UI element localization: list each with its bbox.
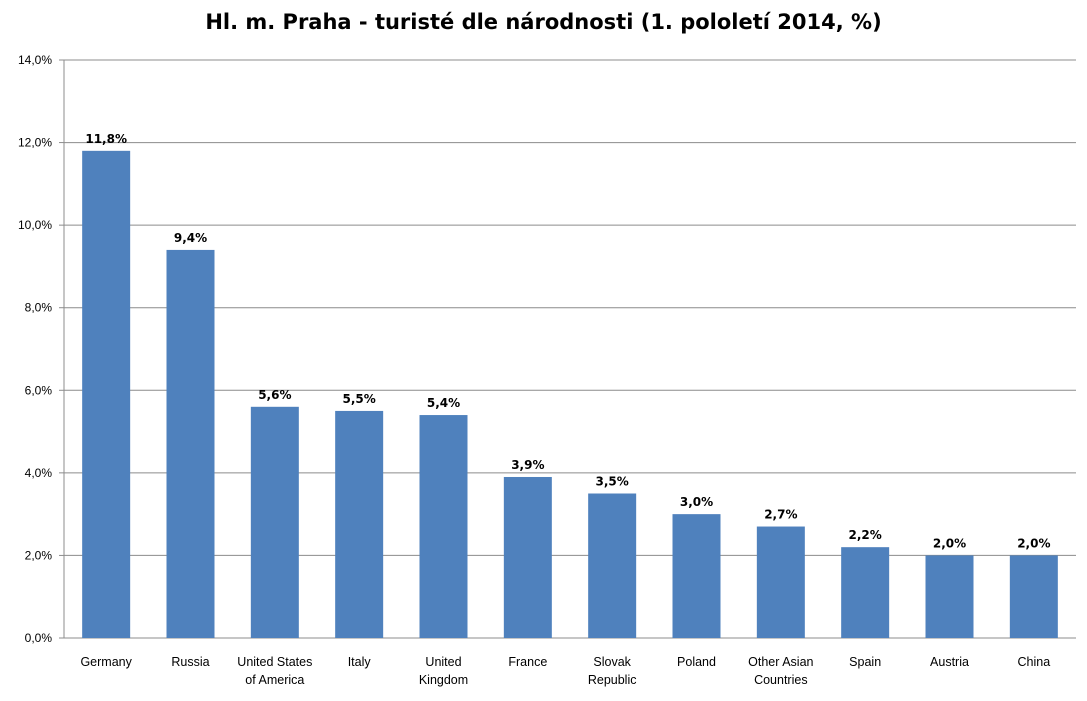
data-label: 3,0%: [680, 495, 713, 509]
chart-title: Hl. m. Praha - turisté dle národnosti (1…: [205, 10, 882, 34]
bar: [588, 493, 637, 638]
data-label: 3,9%: [511, 458, 544, 472]
bar: [419, 415, 468, 638]
x-category-label: Countries: [754, 673, 808, 687]
bars: [82, 150, 1058, 639]
bar: [503, 476, 552, 638]
y-axis-tick-labels: 0,0% 2,0% 4,0% 6,0% 8,0% 10,0% 12,0% 14,0%: [18, 53, 52, 645]
bar: [925, 555, 974, 638]
bar: [335, 410, 384, 638]
bar: [841, 547, 890, 638]
data-label: 11,8%: [85, 132, 127, 146]
x-category-label: Other Asian: [748, 655, 813, 669]
y-tick-label: 2,0%: [25, 548, 53, 562]
bar: [250, 406, 299, 638]
data-label: 2,2%: [849, 528, 882, 542]
data-label: 9,4%: [174, 231, 207, 245]
data-labels: 11,8% 9,4% 5,6% 5,5% 5,4% 3,9% 3,5% 3,0% 2,7% 2,2…: [85, 132, 1050, 551]
x-category-label: Russia: [171, 655, 209, 669]
x-category-label: Slovak: [593, 655, 631, 669]
x-category-label: Poland: [677, 655, 716, 669]
x-category-label: France: [508, 655, 547, 669]
y-tick-label: 12,0%: [18, 136, 52, 150]
data-label: 2,7%: [764, 508, 797, 522]
x-category-label: Spain: [849, 655, 881, 669]
x-category-label: Kingdom: [419, 673, 468, 687]
y-tick-label: 8,0%: [25, 301, 53, 315]
y-tick-label: 14,0%: [18, 53, 52, 67]
bar: [166, 249, 215, 638]
x-category-label: Austria: [930, 655, 969, 669]
y-tick-label: 6,0%: [25, 383, 53, 397]
bar: [1009, 555, 1058, 638]
x-category-label: of America: [245, 673, 304, 687]
data-label: 2,0%: [1017, 536, 1050, 550]
data-label: 3,5%: [596, 475, 629, 489]
data-label: 5,4%: [427, 396, 460, 410]
data-label: 2,0%: [933, 536, 966, 550]
x-category-label: Germany: [80, 655, 132, 669]
x-axis-category-labels: Germany Russia United States of America Ital…: [80, 655, 1050, 687]
x-category-label: Italy: [348, 655, 372, 669]
bar: [82, 150, 131, 639]
x-category-label: Republic: [588, 673, 637, 687]
x-category-label: China: [1017, 655, 1050, 669]
bar: [756, 526, 805, 638]
x-category-label: United: [425, 655, 461, 669]
gridlines: [59, 59, 1076, 639]
y-tick-label: 0,0%: [25, 631, 53, 645]
data-label: 5,6%: [258, 388, 291, 402]
data-label: 5,5%: [343, 392, 376, 406]
y-tick-label: 4,0%: [25, 466, 53, 480]
x-category-label: United States: [237, 655, 312, 669]
y-tick-label: 10,0%: [18, 218, 52, 232]
bar: [672, 514, 721, 638]
